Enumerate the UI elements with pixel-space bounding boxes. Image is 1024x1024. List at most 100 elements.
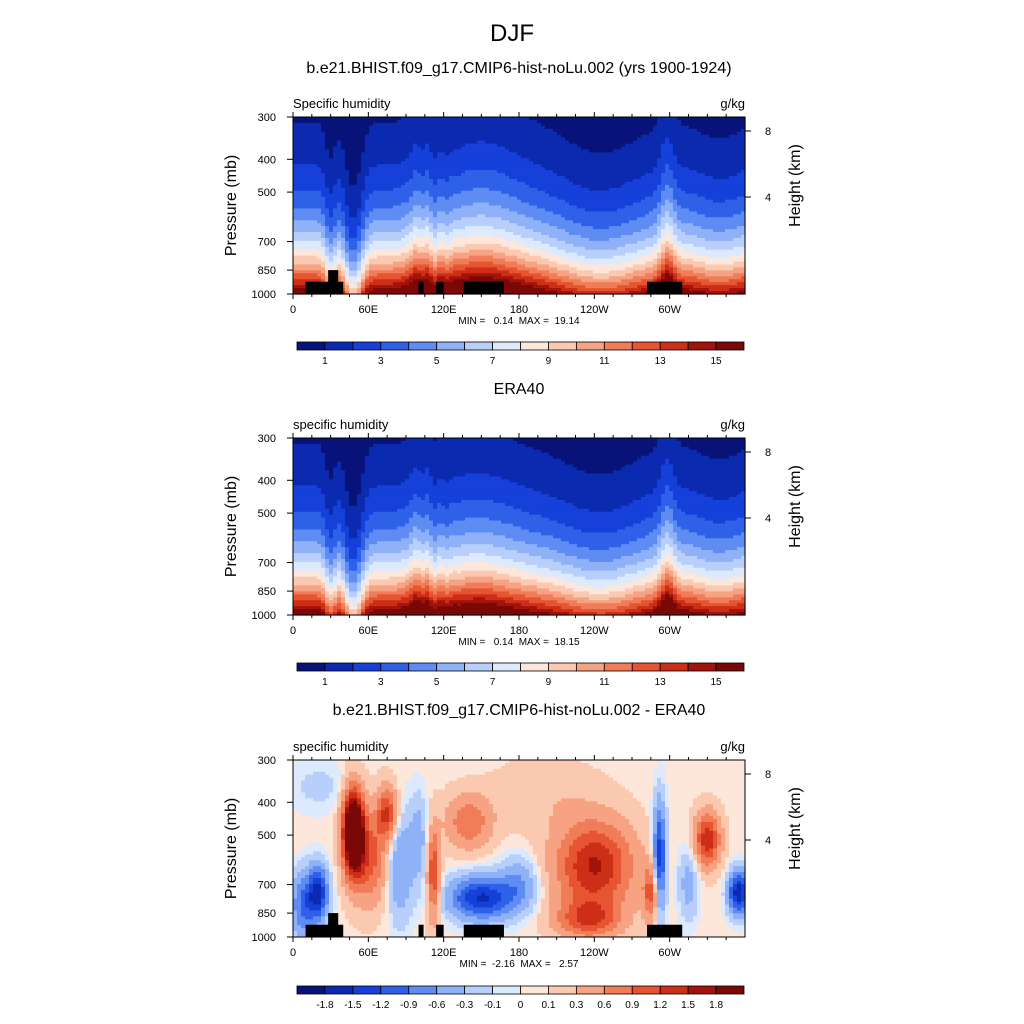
x-tick-label: 60W — [658, 304, 681, 316]
colorbar-tick-label: -0.1 — [484, 1000, 502, 1011]
x-tick-label: 0 — [290, 304, 296, 316]
colorbar-tick-label: 1.8 — [709, 1000, 723, 1011]
colorbar-tick-label: 11 — [599, 677, 610, 688]
colorbar-tick-label: 13 — [655, 677, 667, 688]
y-tick-label: 1000 — [252, 610, 276, 622]
variable-label: Specific humidity — [293, 96, 391, 111]
y-tick-label: 700 — [258, 880, 276, 892]
y-tick-label: 400 — [258, 154, 276, 166]
topography-mask — [305, 270, 683, 294]
colorbar-tick-label: 13 — [655, 356, 667, 367]
colorbar-tick-label: -1.5 — [344, 1000, 362, 1011]
panel-title: ERA40 — [494, 381, 545, 398]
colorbar-tick-label: 9 — [546, 677, 552, 688]
y2-tick-label: 8 — [765, 447, 771, 459]
y-tick-label: 850 — [258, 908, 276, 920]
colorbar-tick-label: -0.3 — [456, 1000, 474, 1011]
y2-tick-label: 4 — [765, 192, 771, 204]
x-tick-label: 180 — [510, 304, 528, 316]
y2-tick-label: 8 — [765, 126, 771, 138]
colorbar-tick-label: -0.9 — [400, 1000, 418, 1011]
panel-era40: ERA40 specific humidity g/kg 0 60E 120E 180 120… — [223, 381, 804, 688]
colorbar-tick-label: 7 — [490, 356, 496, 367]
field-contours — [293, 438, 746, 616]
x-tick-label: 120W — [580, 947, 609, 959]
x-tick-label: 180 — [510, 947, 528, 959]
x-tick-label: 60E — [359, 625, 379, 637]
variable-label: specific humidity — [293, 739, 389, 754]
topography-mask — [305, 913, 683, 937]
colorbar-tick-label: -0.6 — [428, 1000, 446, 1011]
y2-axis-title: Height (km) — [787, 144, 804, 227]
x-tick-label: 120E — [431, 625, 457, 637]
units-label: g/kg — [720, 417, 745, 432]
x-tick-label: 120E — [431, 947, 457, 959]
colorbar — [296, 341, 745, 351]
panel-title: b.e21.BHIST.f09_g17.CMIP6-hist-noLu.002 … — [333, 702, 706, 719]
colorbar — [296, 662, 745, 672]
y-tick-label: 500 — [258, 508, 276, 520]
variable-label: specific humidity — [293, 417, 389, 432]
y-tick-label: 850 — [258, 586, 276, 598]
colorbar-tick-label: 0.1 — [541, 1000, 555, 1011]
colorbar-tick-label: 1.5 — [681, 1000, 695, 1011]
colorbar-tick-label: 0 — [518, 1000, 524, 1011]
colorbar-tick-label: 0.9 — [625, 1000, 639, 1011]
y-axis-title: Pressure (mb) — [223, 155, 240, 256]
x-tick-label: 60W — [658, 625, 681, 637]
colorbar-tick-label: 15 — [711, 356, 723, 367]
y-axis-title: Pressure (mb) — [223, 476, 240, 577]
x-tick-label: 60E — [359, 304, 379, 316]
colorbar-tick-label: 0.3 — [569, 1000, 583, 1011]
colorbar-tick-label: 1 — [322, 356, 328, 367]
x-tick-label: 120W — [580, 625, 609, 637]
colorbar-tick-label: 5 — [434, 677, 440, 688]
min-max-label: MIN = 0.14 MAX = 18.15 — [458, 637, 580, 648]
colorbar-tick-label: -1.2 — [372, 1000, 390, 1011]
units-label: g/kg — [720, 739, 745, 754]
panel-title: b.e21.BHIST.f09_g17.CMIP6-hist-noLu.002 … — [306, 60, 731, 77]
y-tick-label: 300 — [258, 755, 276, 767]
y-tick-label: 1000 — [252, 289, 276, 301]
y-tick-label: 700 — [258, 558, 276, 570]
y-tick-label: 300 — [258, 433, 276, 445]
y2-axis-title: Height (km) — [787, 465, 804, 548]
x-tick-label: 60E — [359, 947, 379, 959]
field-contours — [293, 117, 746, 295]
figure-title: DJF — [0, 20, 1024, 48]
units-label: g/kg — [720, 96, 745, 111]
y2-tick-label: 4 — [765, 835, 771, 847]
colorbar-tick-label: 3 — [378, 677, 384, 688]
min-max-label: MIN = 0.14 MAX = 19.14 — [458, 316, 580, 327]
colorbar-tick-label: -1.8 — [316, 1000, 334, 1011]
colorbar-tick-label: 3 — [378, 356, 384, 367]
y-tick-label: 850 — [258, 265, 276, 277]
colorbar-tick-label: 9 — [546, 356, 552, 367]
y-tick-label: 300 — [258, 112, 276, 124]
x-tick-label: 180 — [510, 625, 528, 637]
min-max-label: MIN = -2.16 MAX = 2.57 — [460, 959, 579, 970]
y-axis-title: Pressure (mb) — [223, 798, 240, 899]
y2-axis-title: Height (km) — [787, 787, 804, 870]
panel-difference: b.e21.BHIST.f09_g17.CMIP6-hist-noLu.002 … — [223, 702, 804, 1011]
x-tick-label: 60W — [658, 947, 681, 959]
y-tick-label: 1000 — [252, 932, 276, 944]
y-tick-label: 400 — [258, 475, 276, 487]
y2-tick-label: 8 — [765, 769, 771, 781]
y2-tick-label: 4 — [765, 513, 771, 525]
colorbar-tick-label: 15 — [711, 677, 723, 688]
x-tick-label: 0 — [290, 947, 296, 959]
y-tick-label: 400 — [258, 797, 276, 809]
colorbar-tick-label: 11 — [599, 356, 610, 367]
y-tick-label: 500 — [258, 187, 276, 199]
colorbar-tick-label: 1 — [322, 677, 328, 688]
colorbar-tick-label: 5 — [434, 356, 440, 367]
y-tick-label: 700 — [258, 237, 276, 249]
x-tick-label: 120W — [580, 304, 609, 316]
field-contours — [293, 760, 746, 938]
x-tick-label: 0 — [290, 625, 296, 637]
panel-model: b.e21.BHIST.f09_g17.CMIP6-hist-noLu.002 … — [223, 60, 804, 367]
y-tick-label: 500 — [258, 830, 276, 842]
colorbar-tick-label: 7 — [490, 677, 496, 688]
x-tick-label: 120E — [431, 304, 457, 316]
